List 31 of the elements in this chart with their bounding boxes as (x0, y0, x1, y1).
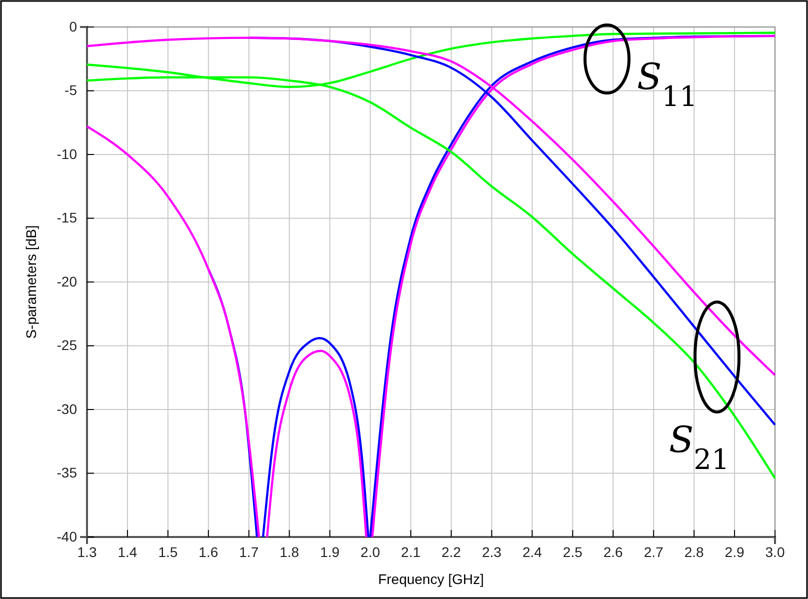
y-tick-label: -15 (56, 210, 78, 226)
x-tick-label: 2.0 (360, 544, 380, 560)
x-tick-label: 2.4 (522, 544, 542, 560)
y-tick-label: -30 (56, 400, 78, 417)
x-tick-label: 1.6 (198, 544, 218, 560)
y-tick-label: -20 (56, 273, 78, 290)
y-tick-label: -40 (56, 528, 78, 544)
x-tick-label: 2.8 (684, 544, 704, 560)
x-tick-label: 2.9 (724, 544, 744, 560)
x-tick-label: 2.7 (644, 544, 664, 560)
x-tick-label: 1.8 (280, 544, 300, 560)
y-tick-label: -25 (56, 337, 78, 354)
y-tick-label: -10 (56, 146, 78, 162)
x-tick-label: 1.5 (158, 544, 178, 560)
annotation: S$_{11}$ (637, 57, 698, 112)
annotation: S$_{21}$ (669, 420, 730, 476)
y-tick-label: 0 (69, 18, 78, 34)
x-tick-label: 2.5 (562, 544, 583, 560)
x-tick-label: 1.7 (239, 544, 259, 560)
y-tick-label: -35 (56, 464, 78, 481)
x-tick-label: 2.2 (442, 544, 462, 560)
x-tick-label: 1.4 (118, 544, 138, 560)
x-tick-label: 3.0 (765, 544, 785, 560)
x-tick-label: 1.9 (320, 544, 340, 560)
x-axis-title: Frequency [GHz] (378, 571, 484, 587)
x-tick-label: 2.3 (482, 544, 502, 560)
x-tick-label: 2.6 (603, 544, 624, 560)
y-tick-label: -5 (64, 82, 78, 98)
y-axis-title: S-parameters [dB] (23, 225, 39, 339)
x-tick-label: 1.3 (77, 544, 97, 560)
x-tick-label: 2.1 (401, 544, 421, 560)
